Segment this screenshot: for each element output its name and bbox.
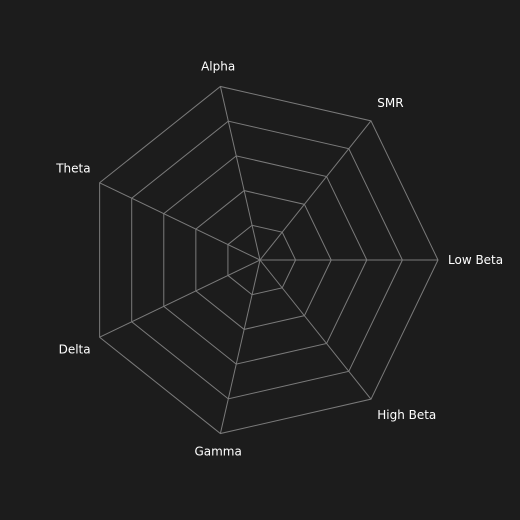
axis-label-1: High Beta — [377, 408, 436, 422]
grid-spokes — [99, 86, 438, 434]
grid-ring-3 — [163, 155, 368, 365]
grid-ring-2 — [195, 190, 332, 330]
axis-label-3: Delta — [59, 343, 91, 357]
spoke-4 — [99, 182, 261, 261]
spoke-5 — [219, 86, 261, 261]
grid-ring-1 — [227, 224, 297, 296]
spoke-3 — [99, 259, 261, 338]
axis-labels: Low Beta High Beta Gamma Delta Theta Alpha SMR — [55, 60, 503, 459]
axis-label-5: Alpha — [201, 60, 235, 74]
grid-ring-4 — [131, 120, 403, 400]
spoke-2 — [219, 259, 261, 434]
grid-rings — [99, 85, 439, 435]
spoke-6 — [259, 120, 372, 261]
axis-label-6: SMR — [377, 96, 403, 110]
spoke-1 — [259, 259, 372, 400]
axis-label-2: Gamma — [194, 444, 241, 458]
axis-label-0: Low Beta — [448, 253, 503, 267]
axis-label-4: Theta — [55, 161, 90, 175]
grid-ring-5 — [99, 85, 439, 435]
